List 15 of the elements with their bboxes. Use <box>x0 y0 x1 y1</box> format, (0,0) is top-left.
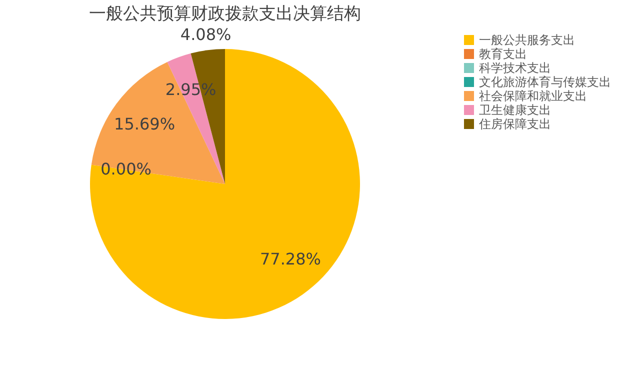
data-label: 77.28% <box>260 250 321 269</box>
pie-slice <box>91 62 225 184</box>
legend-label: 卫生健康支出 <box>479 103 551 117</box>
chart-title: 一般公共预算财政拨款支出决算结构 <box>89 4 361 24</box>
legend-label: 一般公共服务支出 <box>479 33 575 47</box>
data-label: 2.95% <box>165 80 216 100</box>
legend-label: 教育支出 <box>479 47 527 61</box>
legend-label: 文化旅游体育与传媒支出 <box>479 75 611 89</box>
legend-label: 社会保障和就业支出 <box>479 89 587 103</box>
pie-slice <box>90 49 360 319</box>
legend-label: 住房保障支出 <box>478 117 551 131</box>
text: 0.00% <box>100 160 152 179</box>
legend-label: 科学技术支出 <box>479 61 551 75</box>
data-label: 15.69% <box>114 114 176 134</box>
data-label: 4.08% <box>180 25 232 44</box>
